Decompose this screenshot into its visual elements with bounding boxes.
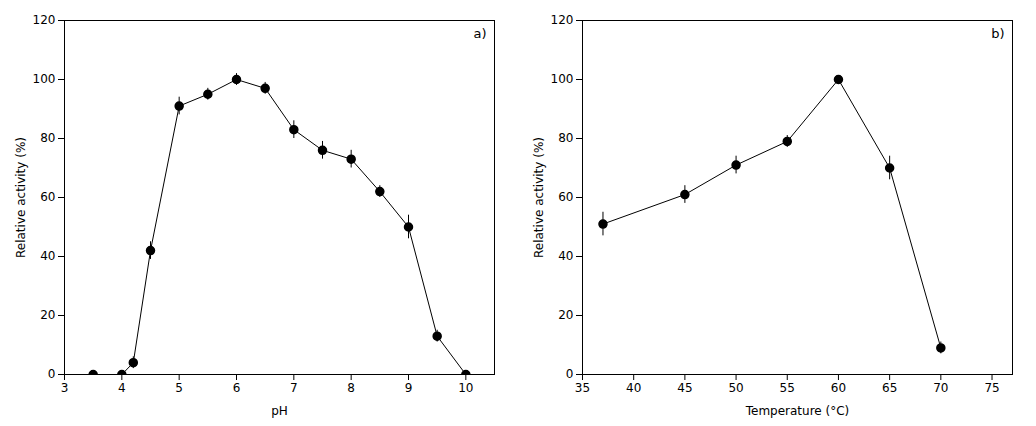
- svg-text:Temperature (°C): Temperature (°C): [745, 404, 850, 418]
- svg-text:5: 5: [175, 381, 183, 395]
- svg-text:75: 75: [984, 381, 999, 395]
- svg-text:3: 3: [61, 381, 69, 395]
- svg-text:a): a): [473, 26, 486, 41]
- svg-text:0: 0: [48, 367, 56, 381]
- svg-text:b): b): [991, 26, 1004, 41]
- svg-text:20: 20: [558, 308, 573, 322]
- svg-text:pH: pH: [271, 404, 288, 418]
- svg-text:100: 100: [33, 72, 56, 86]
- svg-text:0: 0: [566, 367, 574, 381]
- svg-text:50: 50: [728, 381, 743, 395]
- svg-text:60: 60: [831, 381, 846, 395]
- svg-text:Relative activity (%): Relative activity (%): [14, 137, 28, 258]
- svg-text:45: 45: [677, 381, 692, 395]
- svg-text:7: 7: [290, 381, 298, 395]
- svg-text:Relative activity (%): Relative activity (%): [532, 137, 546, 258]
- svg-text:10: 10: [458, 381, 473, 395]
- svg-text:80: 80: [40, 131, 55, 145]
- svg-text:120: 120: [33, 13, 56, 27]
- svg-text:35: 35: [575, 381, 590, 395]
- svg-text:80: 80: [558, 131, 573, 145]
- svg-text:6: 6: [233, 381, 241, 395]
- svg-text:20: 20: [40, 308, 55, 322]
- svg-text:65: 65: [882, 381, 897, 395]
- svg-text:40: 40: [626, 381, 641, 395]
- svg-text:60: 60: [558, 190, 573, 204]
- svg-text:100: 100: [551, 72, 574, 86]
- svg-text:4: 4: [118, 381, 126, 395]
- svg-text:40: 40: [558, 249, 573, 263]
- svg-text:120: 120: [551, 13, 574, 27]
- svg-text:60: 60: [40, 190, 55, 204]
- svg-text:55: 55: [780, 381, 795, 395]
- svg-text:9: 9: [405, 381, 413, 395]
- svg-text:8: 8: [347, 381, 355, 395]
- svg-text:70: 70: [933, 381, 948, 395]
- svg-text:40: 40: [40, 249, 55, 263]
